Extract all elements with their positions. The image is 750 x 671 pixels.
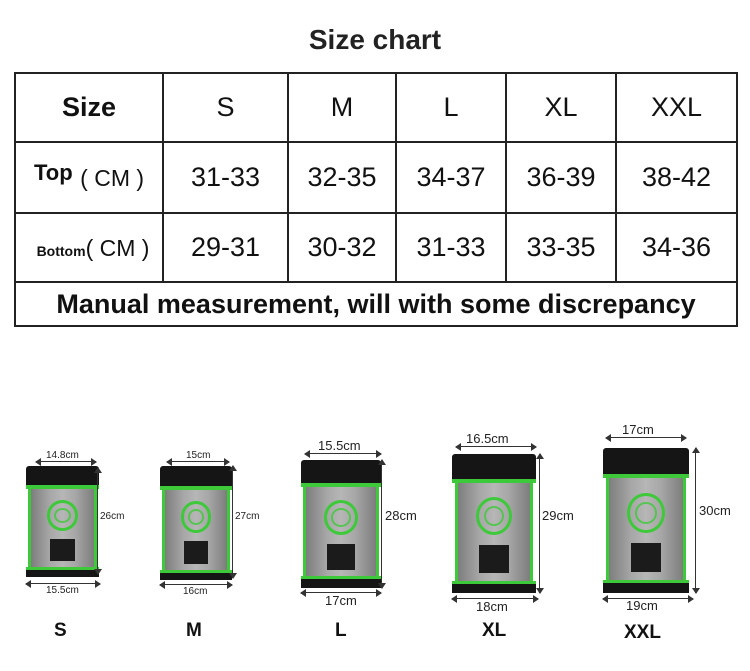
bottom-value-l: 31-33 [395,212,507,283]
height-label: 30cm [699,503,731,518]
bottom-label: Bottom [36,243,86,259]
top-width-label: 17cm [622,422,654,437]
bottom-unit: ( CM ) [85,235,150,261]
size-col-m: M [287,72,397,143]
bottom-width-label: 19cm [626,598,658,613]
top-label: Top [33,160,73,185]
height-arrow [94,467,102,575]
bottom-row-label: Bottom( CM ) [14,212,164,283]
height-label: 27cm [235,511,260,522]
note-row: Manual measurement, will with some discr… [14,281,738,327]
top-value-xl: 36-39 [505,141,617,214]
height-label: 28cm [385,508,417,523]
height-arrow [378,459,386,589]
top-width-label: 15.5cm [318,438,361,453]
size-col-xxl: XXL [615,72,738,143]
top-value-l: 34-37 [395,141,507,214]
header-row: Size S M L XL XXL [14,72,738,143]
top-row-label: Top ( CM ) [14,141,164,214]
height-label: 29cm [542,508,574,523]
bottom-width-arrow [159,581,233,589]
knee-sleeve-l [301,460,381,588]
bottom-width-label: 16cm [183,586,208,597]
height-arrow [229,465,237,579]
size-label-l: L [335,620,347,641]
bottom-width-label: 18cm [476,599,508,614]
top-unit: ( CM ) [80,165,145,191]
top-value-m: 32-35 [287,141,397,214]
size-label-s: S [54,620,67,641]
size-col-l: L [395,72,507,143]
size-col-xl: XL [505,72,617,143]
height-arrow [692,447,700,594]
bottom-value-xxl: 34-36 [615,212,738,283]
top-width-label: 14.8cm [46,450,79,461]
size-header-cell: Size [14,72,164,143]
bottom-width-arrow [300,589,382,597]
knee-sleeve-s [26,466,99,577]
top-width-label: 16.5cm [466,431,509,446]
bottom-width-label: 15.5cm [46,585,79,596]
bottom-width-arrow [25,580,101,588]
top-width-label: 15cm [186,450,211,461]
size-table: Size S M L XL XXL Top ( CM ) 31-33 32-35… [14,72,738,327]
bottom-value-s: 29-31 [162,212,289,283]
height-label: 26cm [100,511,125,522]
knee-sleeve-xxl [603,448,689,593]
size-col-s: S [162,72,289,143]
bottom-width-arrow [451,595,539,603]
knee-sleeve-xl [452,454,536,593]
bottom-width-label: 17cm [325,593,357,608]
top-value-xxl: 38-42 [615,141,738,214]
bottom-width-arrow [602,595,694,603]
top-width-arrow [35,458,97,466]
top-width-arrow [455,443,537,451]
size-label-m: M [186,620,202,641]
top-width-arrow [605,434,687,442]
measurement-note: Manual measurement, will with some discr… [14,281,738,327]
knee-sleeve-m [160,466,232,580]
size-label-xl: XL [482,620,507,641]
size-label-xxl: XXL [624,622,661,643]
bottom-row: Bottom( CM ) 29-31 30-32 31-33 33-35 34-… [14,212,738,283]
height-arrow [536,453,544,594]
top-width-arrow [166,458,230,466]
bottom-value-m: 30-32 [287,212,397,283]
top-width-arrow [304,450,382,458]
top-value-s: 31-33 [162,141,289,214]
top-row: Top ( CM ) 31-33 32-35 34-37 36-39 38-42 [14,141,738,214]
bottom-value-xl: 33-35 [505,212,617,283]
chart-title: Size chart [308,24,442,55]
